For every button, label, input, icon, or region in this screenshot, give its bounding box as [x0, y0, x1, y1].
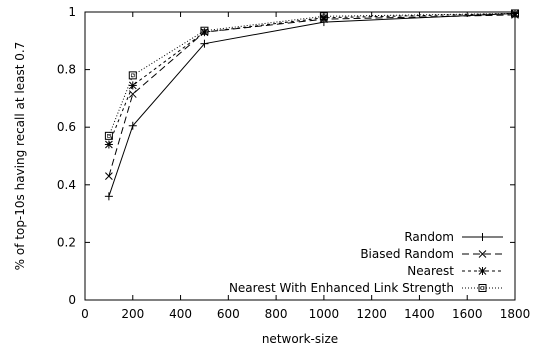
marker-stroke: [128, 90, 137, 98]
y-tick-label: 0: [68, 293, 76, 307]
series-line: [108, 12, 516, 197]
marker-square: [200, 26, 209, 35]
data-point: [478, 267, 487, 275]
marker-square-inner: [513, 11, 517, 16]
legend-item: Nearest: [407, 264, 503, 278]
series-line: [108, 12, 516, 145]
marker-stroke: [511, 9, 519, 18]
data-point: [200, 26, 209, 35]
series-random: [104, 9, 519, 201]
marker-square: [478, 284, 487, 292]
marker-stroke: [128, 81, 137, 90]
legend-item: Random: [404, 230, 503, 244]
data-point: [128, 90, 137, 98]
x-tick-label: 200: [121, 307, 144, 321]
data-point: [105, 172, 113, 181]
marker-square-inner: [130, 73, 135, 78]
x-tick-label: 1800: [500, 307, 531, 321]
plot-frame: [84, 11, 516, 301]
marker-square: [128, 71, 137, 80]
x-tick-label: 1200: [356, 307, 387, 321]
marker-square: [319, 12, 328, 21]
legend-label: Biased Random: [360, 247, 454, 261]
series-layer: [104, 9, 519, 201]
x-tick-label: 1000: [309, 307, 340, 321]
y-tick-label: 0.4: [57, 178, 76, 192]
x-axis-title: network-size: [262, 332, 338, 346]
marker-stroke: [478, 250, 487, 258]
data-point: [511, 9, 519, 18]
series-biased-random: [105, 11, 519, 181]
data-point: [104, 131, 113, 140]
x-tick-label: 800: [265, 307, 288, 321]
legend-item: Nearest With Enhanced Link Strength: [229, 281, 503, 295]
x-tick-label: 600: [217, 307, 240, 321]
series-nearest-with-enhanced-link-strength: [104, 9, 519, 140]
data-point: [319, 12, 328, 21]
marker-stroke: [105, 172, 113, 181]
data-point: [104, 140, 113, 149]
series-line: [108, 14, 516, 177]
series-nearest: [104, 9, 519, 149]
y-tick-label: 0.8: [57, 63, 76, 77]
marker-square: [511, 9, 519, 18]
marker-square: [104, 131, 113, 140]
y-tick-label: 1: [68, 5, 76, 19]
marker-stroke: [105, 140, 113, 149]
data-point: [478, 250, 487, 258]
marker-square-inner: [202, 28, 207, 33]
x-tick-label: 1600: [452, 307, 483, 321]
marker-square-inner: [107, 134, 111, 138]
legend-label: Nearest With Enhanced Link Strength: [229, 281, 454, 295]
y-tick-label: 0.6: [57, 120, 76, 134]
marker-stroke: [478, 267, 487, 275]
legend-label: Nearest: [407, 264, 454, 278]
marker-square-inner: [322, 14, 326, 19]
legend-item: Biased Random: [360, 247, 503, 261]
data-point: [104, 192, 113, 201]
y-tick-label: 0.2: [57, 235, 76, 249]
marker-square-inner: [480, 286, 485, 290]
x-tick-label: 400: [169, 307, 192, 321]
data-point: [200, 39, 209, 48]
legend-label: Random: [404, 230, 454, 244]
legend: Random Biased Random Nearest Nearest With E…: [229, 230, 503, 295]
x-tick-label: 1400: [404, 307, 435, 321]
x-tick-label: 0: [81, 307, 89, 321]
data-point: [128, 81, 137, 90]
data-point: [478, 284, 487, 292]
data-point: [478, 233, 487, 241]
y-axis-title: % of top-10s having recall at least 0.7: [13, 42, 27, 271]
data-point: [128, 121, 137, 130]
axis-ticks: 0 200 400 600 800 1000 1200 1400 1600 1800 0 0.2 0.4…: [57, 5, 530, 321]
data-point: [128, 71, 137, 80]
series-line: [108, 12, 516, 137]
data-point: [511, 9, 519, 18]
